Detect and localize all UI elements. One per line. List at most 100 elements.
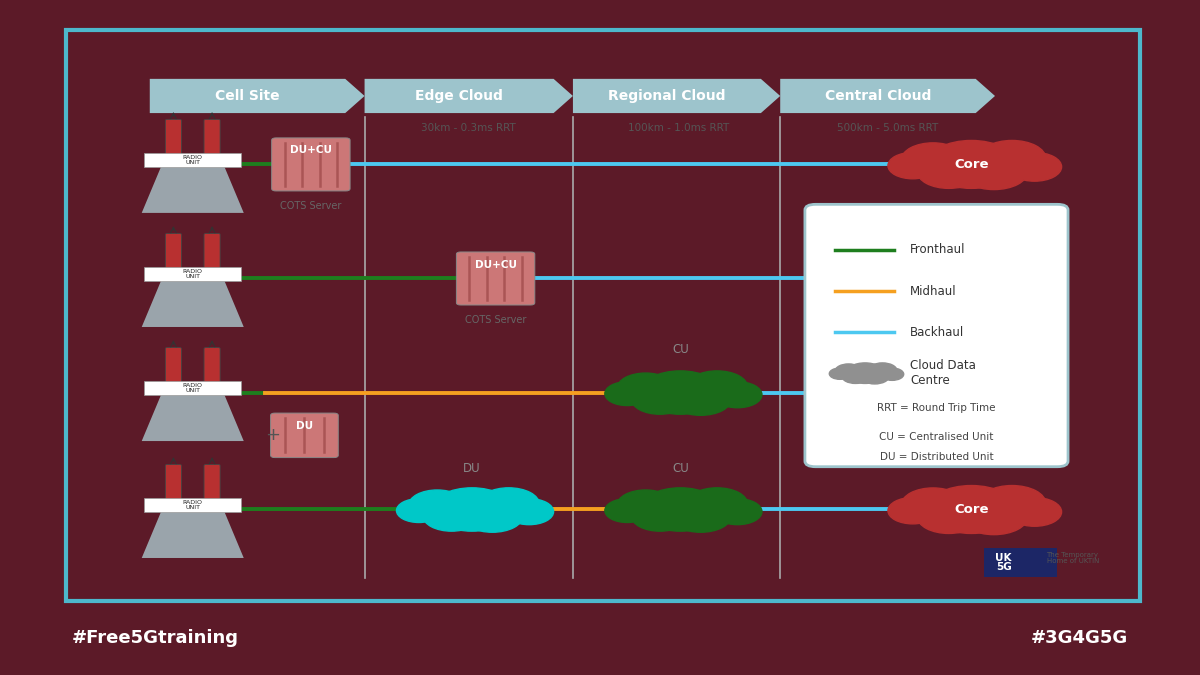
Circle shape <box>631 501 689 531</box>
Circle shape <box>926 254 1016 302</box>
Text: RADIO
UNIT: RADIO UNIT <box>182 383 203 394</box>
Text: #Free5Gtraining: #Free5Gtraining <box>72 629 239 647</box>
Circle shape <box>713 382 762 408</box>
Circle shape <box>960 382 1027 418</box>
Circle shape <box>686 371 748 404</box>
FancyBboxPatch shape <box>204 234 220 277</box>
Circle shape <box>888 267 937 293</box>
Text: 500km - 5.0ms RRT: 500km - 5.0ms RRT <box>836 123 938 133</box>
Circle shape <box>901 257 965 290</box>
Text: COTS Server: COTS Server <box>280 201 342 211</box>
Text: Core: Core <box>954 503 989 516</box>
Text: Edge Cloud: Edge Cloud <box>415 89 503 103</box>
Text: The Temporary
Home of UKTIN: The Temporary Home of UKTIN <box>1046 551 1099 564</box>
Polygon shape <box>142 275 244 327</box>
Text: COTS Server: COTS Server <box>464 315 527 325</box>
Circle shape <box>926 140 1016 188</box>
Text: +: + <box>265 427 280 444</box>
Circle shape <box>713 499 762 524</box>
Text: #3G4G5G: #3G4G5G <box>1031 629 1128 647</box>
FancyBboxPatch shape <box>144 498 241 512</box>
Polygon shape <box>142 161 244 213</box>
Text: RADIO
UNIT: RADIO UNIT <box>182 269 203 279</box>
Text: DU+CU: DU+CU <box>475 259 517 269</box>
FancyBboxPatch shape <box>456 252 535 305</box>
Text: 30km - 0.3ms RRT: 30km - 0.3ms RRT <box>421 123 516 133</box>
FancyBboxPatch shape <box>166 234 181 277</box>
FancyBboxPatch shape <box>204 464 220 508</box>
Text: Core: Core <box>954 158 989 171</box>
Circle shape <box>478 488 539 520</box>
Circle shape <box>960 268 1027 304</box>
Circle shape <box>505 499 553 524</box>
Text: Regional Cloud: Regional Cloud <box>608 89 726 103</box>
Circle shape <box>868 363 896 378</box>
Text: Core: Core <box>954 272 989 285</box>
Circle shape <box>978 254 1046 290</box>
Circle shape <box>686 488 748 520</box>
Polygon shape <box>142 507 244 558</box>
Text: CU = Centralised Unit: CU = Centralised Unit <box>880 432 994 442</box>
Polygon shape <box>142 389 244 441</box>
Text: RADIO
UNIT: RADIO UNIT <box>182 155 203 165</box>
Circle shape <box>901 143 965 176</box>
Text: Cell Site: Cell Site <box>215 89 280 103</box>
Text: DU = Distributed Unit: DU = Distributed Unit <box>880 452 994 462</box>
FancyBboxPatch shape <box>204 119 220 163</box>
Circle shape <box>901 488 965 522</box>
Circle shape <box>1008 153 1062 181</box>
Circle shape <box>978 485 1046 522</box>
Circle shape <box>888 497 937 524</box>
Circle shape <box>640 488 721 531</box>
FancyBboxPatch shape <box>166 464 181 508</box>
Circle shape <box>829 368 851 379</box>
Circle shape <box>1008 381 1062 409</box>
FancyBboxPatch shape <box>166 119 181 163</box>
FancyBboxPatch shape <box>805 205 1068 466</box>
Circle shape <box>978 369 1046 404</box>
Circle shape <box>617 373 674 404</box>
Circle shape <box>926 369 1016 416</box>
Circle shape <box>926 485 1016 533</box>
Circle shape <box>960 499 1027 535</box>
FancyBboxPatch shape <box>166 348 181 391</box>
Text: Fronthaul: Fronthaul <box>910 244 966 256</box>
Text: CU: CU <box>672 344 689 356</box>
Polygon shape <box>780 79 995 113</box>
Text: DU: DU <box>296 421 313 431</box>
Circle shape <box>917 269 980 302</box>
Circle shape <box>640 371 721 414</box>
Circle shape <box>888 153 937 179</box>
Circle shape <box>901 371 965 404</box>
FancyBboxPatch shape <box>270 413 338 458</box>
Circle shape <box>1008 267 1062 295</box>
Circle shape <box>960 154 1027 190</box>
Circle shape <box>978 140 1046 176</box>
Polygon shape <box>150 79 365 113</box>
Text: DU: DU <box>463 462 481 475</box>
Circle shape <box>605 499 649 522</box>
Text: Cloud Data
Centre: Cloud Data Centre <box>910 359 976 387</box>
FancyBboxPatch shape <box>144 153 241 167</box>
Circle shape <box>422 501 480 531</box>
FancyBboxPatch shape <box>271 138 350 191</box>
Text: 100km - 1.0ms RRT: 100km - 1.0ms RRT <box>628 123 728 133</box>
FancyBboxPatch shape <box>144 381 241 396</box>
Text: Core: Core <box>954 386 989 399</box>
Circle shape <box>881 368 904 380</box>
Circle shape <box>846 363 884 383</box>
Text: CU: CU <box>672 462 689 475</box>
Circle shape <box>888 381 937 407</box>
Circle shape <box>917 500 980 533</box>
Circle shape <box>670 383 731 415</box>
Polygon shape <box>365 79 572 113</box>
Circle shape <box>670 500 731 533</box>
Circle shape <box>842 369 869 383</box>
Text: Central Cloud: Central Cloud <box>824 89 931 103</box>
Polygon shape <box>572 79 780 113</box>
Text: RADIO
UNIT: RADIO UNIT <box>182 500 203 510</box>
Circle shape <box>917 155 980 188</box>
Circle shape <box>917 383 980 416</box>
Text: Midhaul: Midhaul <box>910 285 956 298</box>
Circle shape <box>409 490 466 520</box>
